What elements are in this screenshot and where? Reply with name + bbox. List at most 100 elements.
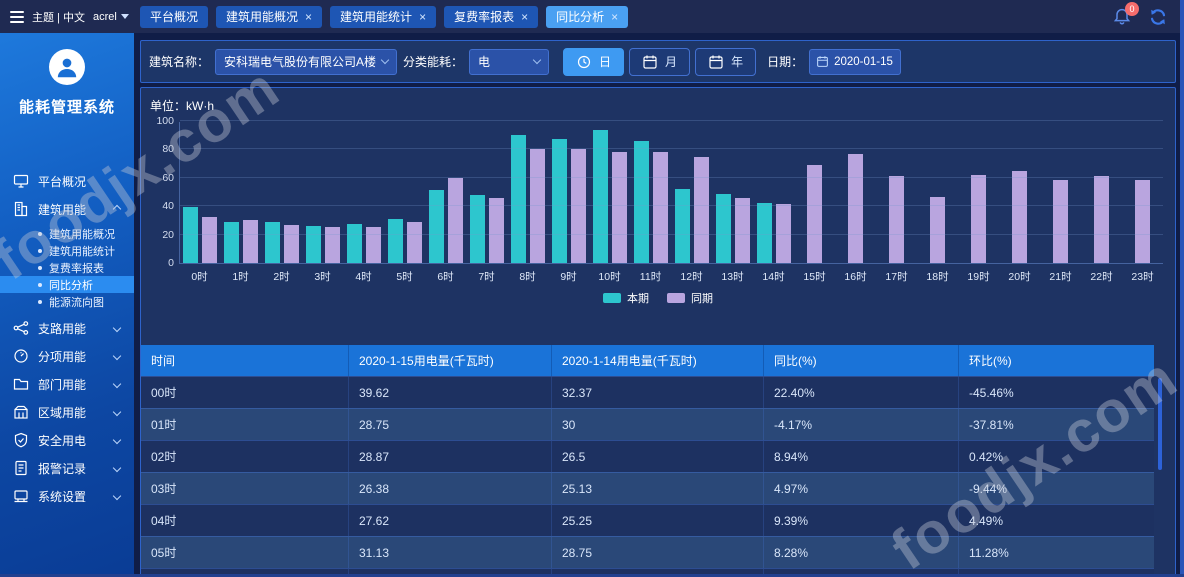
x-axis-tick-label: 1时 [232,271,249,283]
table-column-header: 环比(%) [969,354,1012,368]
table-cell: 8.28% [764,537,959,568]
table-scrollbar[interactable] [1158,378,1162,470]
bar-本期 [633,140,649,263]
sidebar-item[interactable]: 平台概况 [0,167,134,195]
table-row[interactable]: 03时 26.38 25.13 4.97% -9.44% [141,472,1154,504]
bar-同期 [734,197,750,263]
legend-label: 本期 [627,293,649,305]
building-select[interactable]: 安科瑞电气股份有限公司A楼 [215,48,398,75]
sidebar-item[interactable]: 区域用能 [0,398,134,426]
period-button-label: 月 [665,55,678,69]
tab-close-icon[interactable]: × [611,9,619,24]
legend-label: 同期 [691,293,713,305]
table-cell: 32.37 [552,377,764,408]
sidebar-item[interactable]: 部门用能 [0,370,134,398]
sidebar-item[interactable]: 报警记录 [0,454,134,482]
x-axis-tick-label: 17时 [885,271,908,283]
date-input[interactable]: 2020-01-15 [809,48,902,75]
shield-icon [13,432,29,448]
table-row[interactable]: 01时 28.75 30 -4.17% -37.81% [141,408,1154,440]
table-row[interactable]: 05时 31.13 28.75 8.28% 11.28% [141,536,1154,568]
tab[interactable]: 复费率报表 × [444,5,539,28]
tab-label: 复费率报表 [454,10,515,24]
sidebar-item[interactable]: 建筑用能 [0,195,134,223]
bar-同期 [448,177,464,263]
tab-close-icon[interactable]: × [521,9,529,24]
sidebar-subitem[interactable]: 建筑用能统计 [0,242,134,259]
bar-同期 [243,220,259,263]
table-cell: 03时 [141,473,349,504]
notification-bell-icon[interactable]: 0 [1112,1,1139,27]
x-axis-tick-label: 0时 [191,271,208,283]
sidebar-item-label: 系统设置 [38,489,87,504]
sidebar-item[interactable]: 系统设置 [0,482,134,510]
chevron-down-icon [112,323,122,333]
tab-close-icon[interactable]: × [305,9,313,24]
table-row[interactable]: 02时 28.87 26.5 8.94% 0.42% [141,440,1154,472]
table-cell: 4.49% [969,513,1004,528]
period-button[interactable]: 月 [629,47,691,76]
table-row[interactable]: 04时 27.62 25.25 9.39% 4.49% [141,504,1154,536]
legend-item[interactable]: 同期 [667,290,713,306]
sidebar-item[interactable]: 支路用能 [0,314,134,342]
user-menu[interactable]: acrel [93,11,129,23]
x-axis-tick-label: 9时 [560,271,577,283]
table-cell: 02时 [141,441,349,472]
x-axis-tick-label: 2时 [273,271,290,283]
x-axis-tick-label: 4时 [355,271,372,283]
app-title: 能耗管理系统 [18,99,115,116]
table-cell: 26.5 [552,441,764,472]
table-cell: -37.81% [969,417,1014,432]
bar-同期 [202,217,218,263]
x-axis-tick-label: 5时 [396,271,413,283]
sidebar-menu: 平台概况建筑用能建筑用能概况 建筑用能统计 复费率报表 同比分析 能源流向图支路用能 分项… [0,167,134,510]
bar-同期 [530,149,546,263]
date-value: 2020-01-15 [834,55,893,68]
chevron-down-icon [112,463,122,473]
legend-item[interactable]: 本期 [603,290,649,306]
x-axis-tick-label: 14时 [762,271,785,283]
bar-本期 [388,218,404,263]
branch-icon [13,320,29,336]
avatar[interactable] [49,49,85,85]
table-cell: 06时 [141,569,349,577]
hamburger-menu-icon[interactable] [10,10,24,23]
tab-label: 建筑用能概况 [226,10,299,24]
sidebar-subitem[interactable]: 建筑用能概况 [0,225,134,242]
calendar-icon [817,56,828,67]
page-right-border [1180,0,1184,577]
table-body: 00时 39.62 32.37 22.40% -45.46% 01时 28.75 30 -4.1… [141,376,1154,577]
energy-category-select[interactable]: 电 [469,48,550,75]
bar-同期 [889,176,905,263]
sidebar-item-label: 建筑用能 [38,202,87,217]
username: acrel [92,10,117,23]
period-button[interactable]: 日 [563,47,625,76]
bar-group [467,122,508,263]
table-cell: 30 [552,409,764,440]
theme-language-label[interactable]: 主题 | 中文 [32,11,85,24]
sidebar-subitem[interactable]: 能源流向图 [0,293,134,310]
bar-本期 [715,194,731,263]
table-cell: 05时 [141,537,349,568]
x-axis-tick-label: 19时 [967,271,990,283]
tab[interactable]: 建筑用能概况 × [216,5,323,28]
calendar-icon [642,54,658,70]
bar-同期 [325,227,341,263]
sidebar-subitem[interactable]: 同比分析 [0,276,134,293]
tab-close-icon[interactable]: × [419,9,427,24]
gridline [180,148,1163,150]
refresh-icon[interactable] [1148,7,1168,27]
tab[interactable]: 平台概况 [140,5,209,28]
sidebar-item[interactable]: 分项用能 [0,342,134,370]
y-axis-tick-label: 60 [162,171,174,184]
tab[interactable]: 同比分析 × [546,5,629,28]
tab[interactable]: 建筑用能统计 × [330,5,437,28]
period-button[interactable]: 年 [695,47,757,76]
gridline [180,176,1163,178]
bar-group [303,122,344,263]
table-row[interactable]: 00时 39.62 32.37 22.40% -45.46% [141,376,1154,408]
sidebar-item[interactable]: 安全用电 [0,426,134,454]
sidebar-subitem[interactable]: 复费率报表 [0,259,134,276]
bar-同期 [612,151,627,263]
table-row[interactable]: 06时51.6360-13.95%39.71% [141,568,1154,577]
